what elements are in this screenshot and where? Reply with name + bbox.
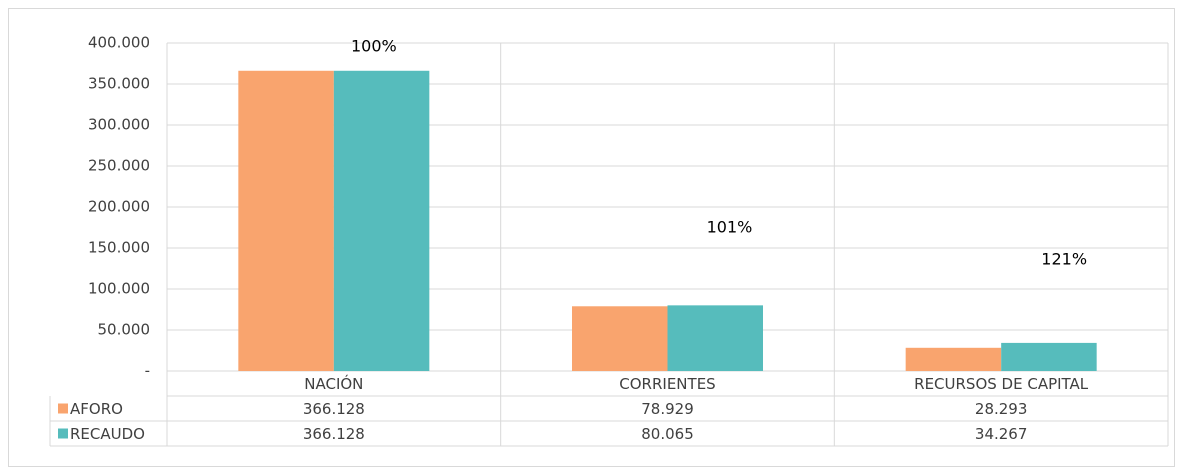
table-value: 78.929 <box>641 400 694 418</box>
legend-swatch <box>58 428 68 439</box>
y-tick-label: 250.000 <box>88 157 150 175</box>
chart-border <box>8 8 1175 467</box>
x-tick-label: NACIÓN <box>304 374 363 393</box>
x-tick-label: RECURSOS DE CAPITAL <box>914 375 1089 393</box>
bar <box>1001 342 1097 371</box>
bar <box>572 306 668 371</box>
bar <box>238 70 334 372</box>
y-tick-label: 50.000 <box>98 321 151 339</box>
bar <box>667 305 763 371</box>
y-tick-label: 200.000 <box>88 198 150 216</box>
table-value: 366.128 <box>303 425 365 443</box>
y-tick-label: 100.000 <box>88 280 150 298</box>
table-value: 80.065 <box>641 425 694 443</box>
y-tick-label: 400.000 <box>88 34 150 52</box>
table-value: 366.128 <box>303 400 365 418</box>
table-value: 34.267 <box>975 425 1028 443</box>
table-value: 28.293 <box>975 400 1028 418</box>
annotation: 121% <box>1041 250 1087 269</box>
y-tick-label: - <box>145 362 150 380</box>
legend-label: AFORO <box>70 400 123 418</box>
annotation: 101% <box>707 218 753 237</box>
annotation: 100% <box>351 37 397 56</box>
y-tick-label: 300.000 <box>88 116 150 134</box>
legend-swatch <box>58 403 68 414</box>
x-tick-label: CORRIENTES <box>619 375 715 393</box>
bar <box>333 70 430 372</box>
y-tick-label: 350.000 <box>88 75 150 93</box>
y-tick-label: 150.000 <box>88 239 150 257</box>
legend-label: RECAUDO <box>70 425 145 443</box>
bar <box>905 347 1002 371</box>
